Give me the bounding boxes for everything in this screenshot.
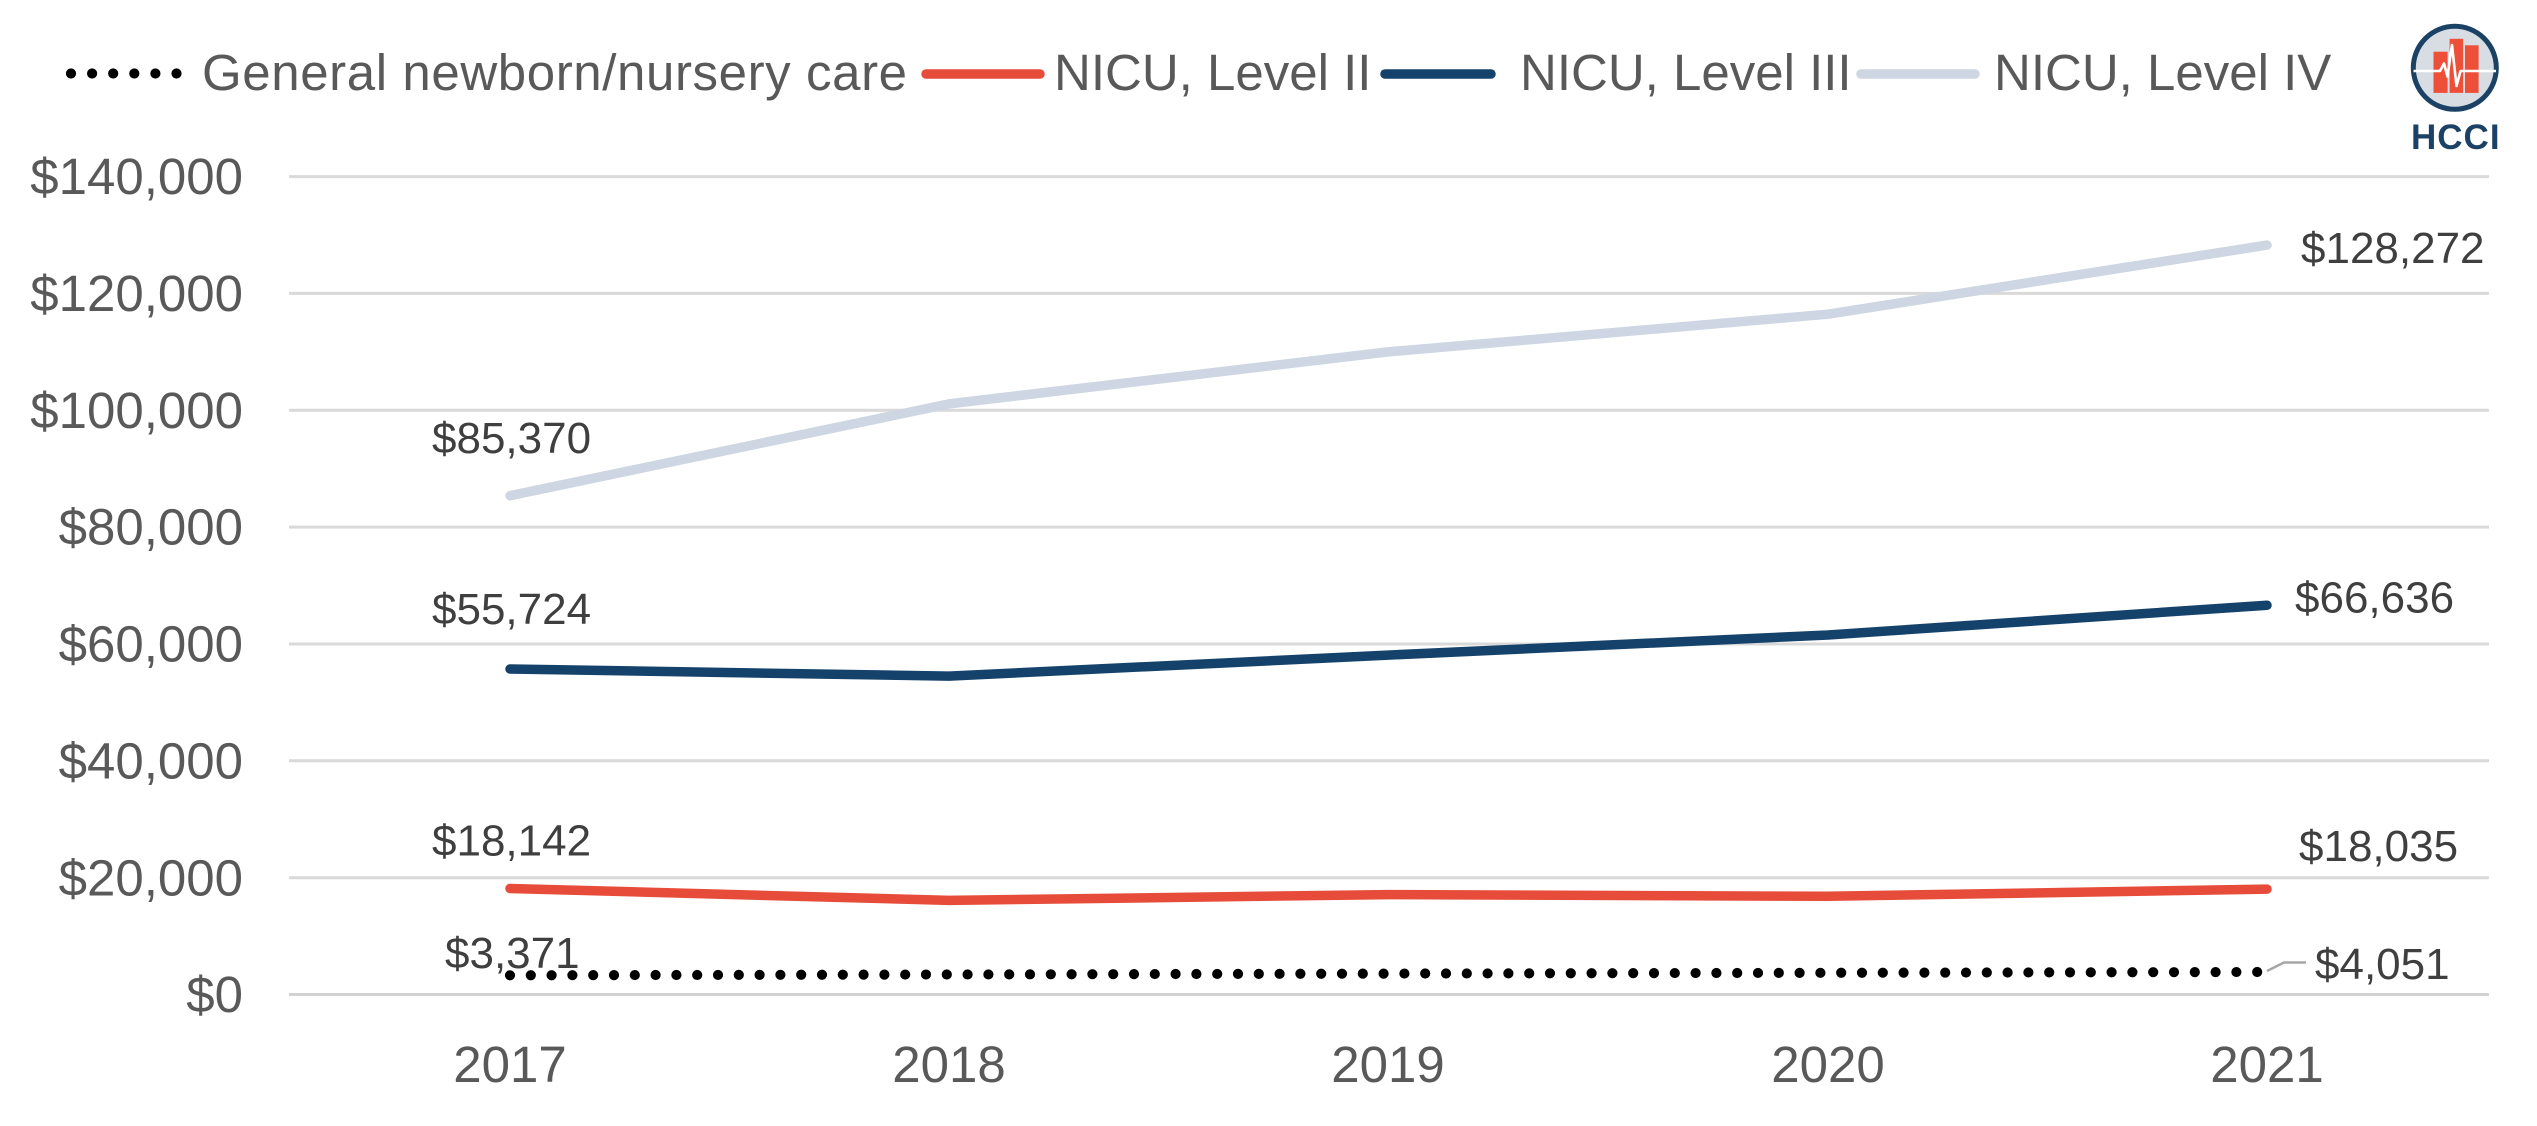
svg-text:$120,000: $120,000 <box>30 265 243 322</box>
svg-text:2019: 2019 <box>1331 1036 1444 1093</box>
svg-text:2018: 2018 <box>892 1036 1005 1093</box>
svg-text:$100,000: $100,000 <box>30 382 243 439</box>
svg-text:$18,142: $18,142 <box>432 817 591 866</box>
svg-text:General newborn/nursery care: General newborn/nursery care <box>202 44 908 101</box>
svg-text:$40,000: $40,000 <box>59 732 243 789</box>
svg-text:$80,000: $80,000 <box>59 499 243 556</box>
svg-text:NICU, Level II: NICU, Level II <box>1054 44 1371 101</box>
svg-text:$55,724: $55,724 <box>432 585 591 634</box>
svg-text:$66,636: $66,636 <box>2295 574 2454 623</box>
svg-text:NICU, Level III: NICU, Level III <box>1520 44 1852 101</box>
svg-text:$18,035: $18,035 <box>2299 822 2458 871</box>
svg-text:$60,000: $60,000 <box>59 616 243 673</box>
svg-text:NICU, Level IV: NICU, Level IV <box>1994 44 2331 101</box>
svg-text:$4,051: $4,051 <box>2315 940 2450 989</box>
svg-text:$3,371: $3,371 <box>445 929 580 978</box>
svg-text:$20,000: $20,000 <box>59 849 243 906</box>
svg-text:2017: 2017 <box>453 1036 566 1093</box>
svg-text:2021: 2021 <box>2210 1036 2323 1093</box>
svg-text:$128,272: $128,272 <box>2301 224 2485 273</box>
svg-text:$85,370: $85,370 <box>432 414 591 463</box>
svg-text:2020: 2020 <box>1771 1036 1884 1093</box>
svg-text:$140,000: $140,000 <box>30 148 243 205</box>
svg-text:HCCI: HCCI <box>2411 118 2501 157</box>
svg-text:$0: $0 <box>186 966 243 1023</box>
